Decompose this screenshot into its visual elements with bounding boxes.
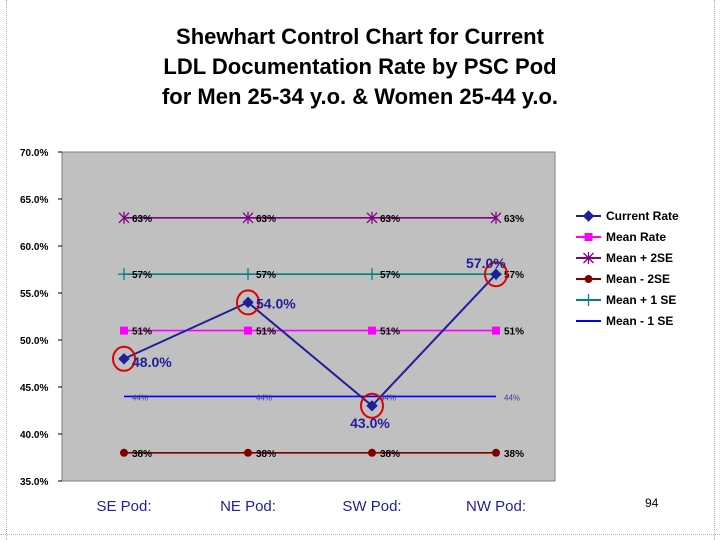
point-mean-2se <box>492 448 500 457</box>
legend-label-mean-2se: Mean + 2SE <box>606 251 673 265</box>
legend-marker-mean-1-se <box>582 294 595 306</box>
highlight-circle <box>484 261 508 288</box>
data-label-current-rate: 54.0% <box>256 295 296 311</box>
legend-marker-mean-2se <box>584 275 593 283</box>
point-mean-1-se <box>242 268 254 281</box>
data-label-current-rate: 57.0% <box>466 255 506 271</box>
y-tick-label: 70.0% <box>20 148 48 159</box>
legend-label-current-rate: Current Rate <box>606 209 679 223</box>
data-label-mean-2se: 38% <box>504 449 524 460</box>
data-label-mean-rate: 51% <box>256 327 276 338</box>
point-current-rate <box>490 268 502 280</box>
highlight-circle <box>112 345 136 372</box>
point-mean-2se <box>242 211 254 224</box>
data-label-mean-2se: 63% <box>132 214 152 225</box>
legend-label-mean-rate: Mean Rate <box>606 230 666 244</box>
point-current-rate <box>366 400 378 412</box>
x-category-label: SE Pod: <box>96 498 151 515</box>
y-tick-label: 50.0% <box>20 336 48 347</box>
x-category-label: NE Pod: <box>220 498 276 515</box>
legend-marker-mean-rate <box>584 233 593 241</box>
x-category-label: SW Pod: <box>342 498 401 515</box>
y-tick-label: 65.0% <box>20 195 48 206</box>
point-current-rate <box>242 296 254 309</box>
legend-marker-current-rate <box>582 210 595 222</box>
chart-title: Shewhart Control Chart for Current LDL D… <box>0 22 720 112</box>
point-mean-2se <box>366 211 378 224</box>
y-tick-label: 60.0% <box>20 242 48 253</box>
data-label-current-rate: 43.0% <box>350 415 390 431</box>
y-tick-label: 40.0% <box>20 430 48 441</box>
page-number: 94 <box>645 496 659 510</box>
x-category-label: NW Pod: <box>466 498 526 515</box>
y-tick-label: 35.0% <box>20 477 48 488</box>
data-label-mean-2se: 38% <box>380 449 400 460</box>
right-dotted-rule <box>714 0 715 540</box>
y-tick-label: 45.0% <box>20 383 48 394</box>
series-line-current-rate <box>123 273 497 408</box>
plot-area <box>61 151 556 482</box>
point-mean-rate <box>492 326 500 335</box>
chart-title-line-3: for Men 25-34 y.o. & Women 25-44 y.o. <box>161 84 559 109</box>
point-mean-1-se <box>118 268 130 281</box>
point-current-rate <box>118 353 130 365</box>
data-label-mean-2se: 38% <box>256 449 276 460</box>
point-mean-rate <box>120 326 128 335</box>
point-mean-1-se <box>366 268 378 281</box>
data-label-mean-1-se: 44% <box>132 393 148 402</box>
data-label-mean-rate: 51% <box>504 327 524 338</box>
data-label-mean-2se: 63% <box>256 214 276 225</box>
legend-marker-mean-2se <box>583 252 594 264</box>
legend-label-mean-2se: Mean - 2SE <box>606 272 670 286</box>
y-tick-label: 55.0% <box>20 289 48 300</box>
data-label-mean-2se: 38% <box>132 449 152 460</box>
point-mean-rate <box>244 326 252 335</box>
chart-title-line-2: LDL Documentation Rate by PSC Pod <box>163 54 557 79</box>
data-label-mean-1-se: 57% <box>132 270 152 281</box>
left-dotted-rule <box>6 0 7 540</box>
data-label-mean-1-se: 44% <box>380 393 396 402</box>
data-label-current-rate: 48.0% <box>132 354 172 370</box>
highlight-circle <box>360 392 384 419</box>
data-label-mean-1-se: 57% <box>256 270 276 281</box>
point-mean-2se <box>120 448 128 457</box>
point-mean-2se <box>490 211 502 224</box>
point-mean-2se <box>244 448 252 457</box>
legend-label-mean-1-se: Mean + 1 SE <box>606 293 676 307</box>
data-label-mean-1-se: 44% <box>504 393 520 402</box>
point-mean-rate <box>368 326 376 335</box>
data-label-mean-rate: 51% <box>380 327 400 338</box>
data-label-mean-2se: 63% <box>504 214 524 225</box>
point-mean-2se <box>368 448 376 457</box>
data-label-mean-1-se: 57% <box>504 270 524 281</box>
data-label-mean-1-se: 44% <box>256 393 272 402</box>
bottom-dotted-rule <box>0 534 720 535</box>
data-label-mean-1-se: 57% <box>380 270 400 281</box>
point-mean-2se <box>118 211 130 224</box>
data-label-mean-rate: 51% <box>132 327 152 338</box>
chart-title-line-1: Shewhart Control Chart for Current <box>176 24 544 49</box>
legend-label-mean-1-se: Mean - 1 SE <box>606 314 673 328</box>
data-label-mean-2se: 63% <box>380 214 400 225</box>
highlight-circle <box>236 289 260 316</box>
